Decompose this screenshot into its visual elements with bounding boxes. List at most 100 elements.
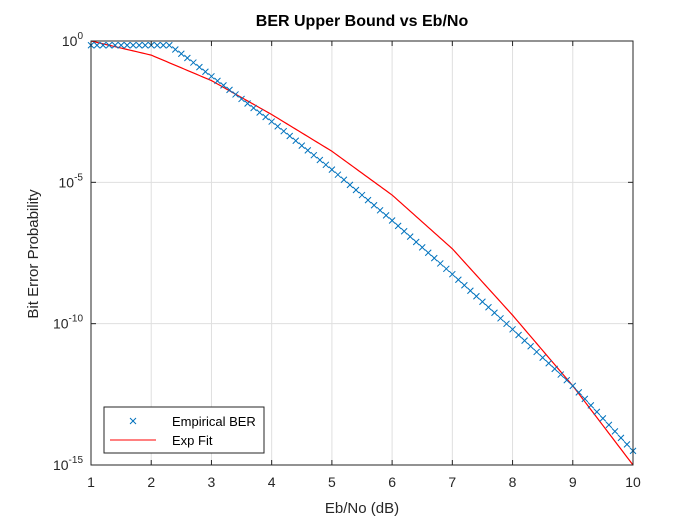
empirical-ber-marker — [244, 100, 251, 107]
empirical-ber-marker — [292, 137, 300, 145]
empirical-ber-marker — [394, 222, 402, 230]
empirical-ber-marker — [274, 123, 282, 130]
y-axis-label: Bit Error Probability — [25, 189, 42, 319]
empirical-ber-marker — [117, 41, 125, 49]
y-tick-label: 10-15 — [53, 455, 83, 473]
empirical-ber-marker — [286, 132, 294, 140]
legend-label-expfit: Exp Fit — [172, 433, 213, 448]
x-tick-label: 6 — [388, 474, 396, 490]
empirical-ber-marker — [238, 95, 245, 103]
empirical-ber-marker — [605, 421, 613, 429]
empirical-ber-marker — [599, 415, 607, 422]
x-axis-label: Eb/No (dB) — [325, 500, 399, 517]
empirical-ber-marker — [479, 298, 486, 306]
empirical-ber-marker — [448, 270, 456, 278]
empirical-ber-marker — [153, 41, 161, 49]
x-tick-label: 4 — [268, 474, 276, 490]
empirical-ber-marker — [93, 41, 101, 49]
empirical-ber-marker — [436, 260, 444, 267]
x-tick-labels: 1 2 3 4 5 6 7 8 9 10 — [87, 474, 641, 490]
empirical-ber-marker — [298, 142, 306, 149]
empirical-ber-marker — [581, 395, 589, 403]
empirical-ber-marker — [202, 68, 209, 76]
empirical-ber-marker — [141, 41, 149, 49]
y-tick-label: 100 — [62, 31, 84, 49]
y-tick-base: 10 — [53, 457, 69, 473]
empirical-ber-marker — [364, 196, 372, 204]
empirical-ber-marker — [617, 434, 625, 442]
y-tick-exponent: -15 — [69, 455, 84, 466]
empirical-ber-marker — [485, 303, 492, 311]
empirical-ber-marker — [310, 151, 318, 159]
empirical-ber-marker — [280, 127, 288, 135]
series-expfit-line — [90, 40, 634, 466]
y-tick-base: 10 — [53, 316, 69, 332]
empirical-ber-marker — [593, 408, 601, 416]
y-tick-base: 10 — [62, 33, 78, 49]
empirical-ber-marker — [406, 233, 414, 240]
empirical-ber-marker — [232, 91, 239, 98]
empirical-ber-marker — [135, 41, 143, 49]
empirical-ber-marker — [250, 104, 257, 112]
x-tick-label: 8 — [509, 474, 517, 490]
x-tick-label: 9 — [569, 474, 577, 490]
empirical-ber-marker — [129, 41, 137, 49]
empirical-ber-marker — [111, 41, 119, 49]
empirical-ber-marker — [334, 171, 342, 179]
empirical-ber-marker — [171, 46, 179, 53]
series-layer — [87, 40, 637, 466]
empirical-ber-marker — [208, 72, 215, 80]
empirical-ber-marker — [382, 212, 390, 219]
y-tick-exponent: -10 — [69, 314, 84, 325]
x-tick-label: 10 — [625, 474, 641, 490]
empirical-ber-marker — [177, 50, 185, 58]
empirical-ber-marker — [455, 276, 462, 284]
empirical-ber-marker — [400, 227, 408, 235]
empirical-ber-marker — [551, 365, 559, 373]
empirical-ber-marker — [105, 41, 113, 49]
empirical-ber-marker — [190, 59, 197, 66]
x-tick-label: 1 — [87, 474, 95, 490]
empirical-ber-marker — [575, 389, 583, 396]
x-tick-label: 7 — [448, 474, 456, 490]
empirical-ber-marker — [226, 86, 233, 94]
empirical-ber-marker — [123, 41, 131, 49]
y-tick-label: 10-5 — [59, 172, 84, 190]
empirical-ber-marker — [587, 402, 595, 409]
empirical-ber-marker — [442, 265, 450, 273]
empirical-ber-marker — [611, 428, 619, 435]
empirical-ber-marker — [503, 320, 510, 328]
empirical-ber-marker — [340, 176, 348, 184]
legend: Empirical BER Exp Fit — [103, 406, 265, 454]
empirical-ber-marker — [497, 314, 504, 322]
empirical-ber-marker — [304, 147, 312, 154]
empirical-ber-marker — [461, 281, 468, 289]
empirical-ber-marker — [509, 325, 516, 333]
empirical-ber-marker — [515, 331, 522, 339]
empirical-ber-marker — [418, 243, 426, 251]
grid — [91, 41, 633, 465]
empirical-ber-marker — [99, 41, 107, 49]
empirical-ber-marker — [424, 249, 432, 257]
empirical-ber-marker — [346, 181, 354, 189]
empirical-ber-marker — [412, 238, 420, 246]
x-tick-label: 2 — [147, 474, 155, 490]
y-tick-base: 10 — [59, 174, 75, 190]
empirical-ber-marker — [358, 191, 366, 199]
empirical-ber-marker — [467, 287, 474, 295]
empirical-ber-marker — [376, 206, 384, 214]
x-tick-label: 3 — [208, 474, 216, 490]
legend-marker-empirical — [129, 417, 137, 425]
chart-title: BER Upper Bound vs Eb/No — [256, 13, 469, 30]
legend-label-empirical: Empirical BER — [172, 414, 256, 429]
empirical-ber-marker — [545, 359, 553, 367]
empirical-ber-marker — [521, 337, 528, 344]
empirical-ber-marker — [165, 41, 173, 49]
empirical-ber-marker — [322, 161, 330, 169]
empirical-ber-marker — [533, 348, 540, 356]
empirical-ber-marker — [473, 292, 480, 300]
empirical-ber-marker — [623, 441, 631, 448]
y-tick-exponent: 0 — [77, 31, 83, 42]
